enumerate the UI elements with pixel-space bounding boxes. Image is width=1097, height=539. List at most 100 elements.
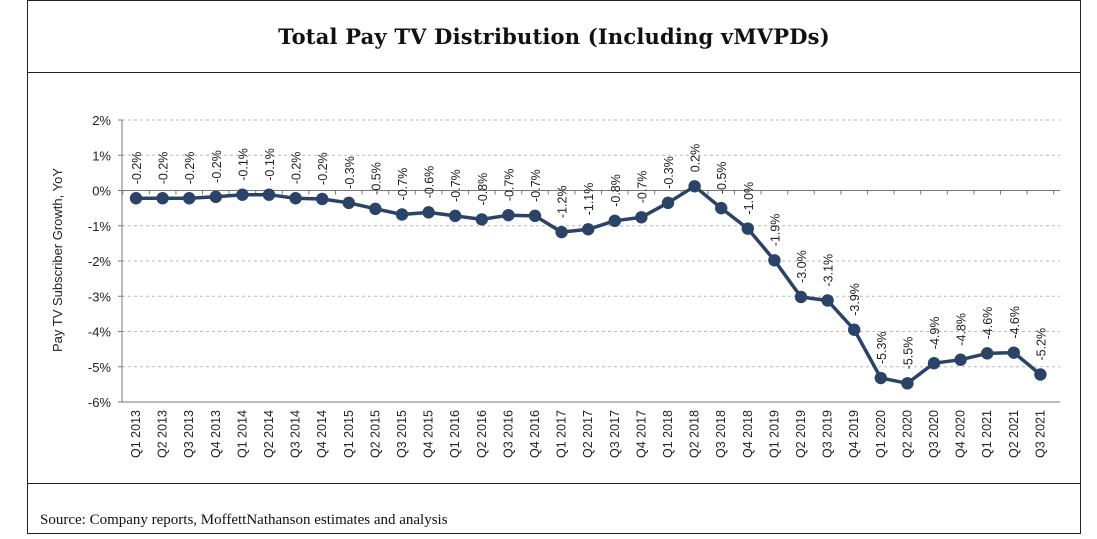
data-point bbox=[794, 290, 808, 304]
x-tick-label: Q3 2021 bbox=[1033, 410, 1047, 458]
data-point bbox=[156, 192, 169, 205]
data-point bbox=[183, 192, 196, 205]
data-label: -0.7% bbox=[529, 169, 543, 202]
data-label: -3.0% bbox=[795, 250, 809, 283]
data-label: -4.8% bbox=[955, 313, 969, 346]
y-tick-label: 0% bbox=[92, 184, 111, 199]
data-label: -4.6% bbox=[981, 307, 995, 340]
data-point bbox=[848, 323, 861, 336]
x-tick-label: Q2 2021 bbox=[1007, 410, 1021, 458]
data-point bbox=[741, 222, 754, 235]
y-tick-labels: 2% 1% 0% -1% -2% -3% -4% -5% -6% bbox=[88, 113, 112, 410]
data-labels: -0.2% -0.2% -0.2% -0.2% -0.1% -0.1% -0.2% -0.2%… bbox=[130, 144, 1048, 370]
x-tick-label: Q2 2015 bbox=[368, 410, 382, 458]
x-tick-label: Q2 2017 bbox=[581, 410, 595, 458]
data-label: -1.2% bbox=[556, 185, 570, 218]
data-label: -5.3% bbox=[875, 331, 889, 364]
x-tick-label: Q1 2015 bbox=[342, 410, 356, 458]
data-point bbox=[608, 214, 621, 228]
data-label: -0.2% bbox=[316, 152, 330, 185]
data-label: -0.7% bbox=[396, 168, 410, 201]
data-label: -5.5% bbox=[901, 337, 915, 370]
data-label: -0.2% bbox=[157, 152, 171, 185]
x-tick-label: Q4 2020 bbox=[954, 410, 968, 458]
data-point bbox=[582, 223, 595, 236]
y-tick-label: -6% bbox=[88, 395, 112, 410]
data-label: -0.7% bbox=[635, 171, 649, 204]
x-tick-label: Q4 2014 bbox=[315, 410, 329, 458]
data-point bbox=[768, 254, 781, 267]
data-label: -3.1% bbox=[822, 254, 836, 287]
chart-title: Total Pay TV Distribution (Including vMV… bbox=[278, 24, 830, 49]
x-tick-label: Q3 2016 bbox=[501, 410, 515, 458]
data-point bbox=[1034, 368, 1047, 381]
data-point bbox=[927, 357, 941, 370]
data-label: -0.1% bbox=[263, 148, 277, 181]
data-point bbox=[475, 213, 488, 226]
data-point bbox=[635, 211, 648, 224]
title-row: Total Pay TV Distribution (Including vMV… bbox=[28, 0, 1080, 73]
data-label: 0.2% bbox=[689, 144, 703, 173]
x-tick-label: Q3 2018 bbox=[714, 410, 728, 458]
data-point bbox=[342, 196, 355, 210]
x-tick-labels: Q1 2013 Q2 2013 Q3 2013 Q4 2013 Q1 2014 Q2 20… bbox=[129, 410, 1047, 458]
data-label: -0.8% bbox=[609, 174, 623, 207]
data-label: -1.0% bbox=[742, 182, 756, 215]
data-label: -4.6% bbox=[1008, 306, 1022, 339]
data-label: -0.7% bbox=[449, 169, 463, 202]
data-label: -0.3% bbox=[343, 156, 357, 189]
x-tick-label: Q3 2019 bbox=[821, 410, 835, 458]
x-tick-label: Q2 2014 bbox=[262, 410, 276, 458]
data-point bbox=[422, 206, 435, 219]
y-tick-label: -1% bbox=[88, 219, 112, 234]
y-tick-label: -5% bbox=[88, 360, 112, 375]
data-label: -5.2% bbox=[1034, 328, 1048, 361]
data-point bbox=[528, 209, 542, 223]
data-point bbox=[209, 190, 222, 204]
data-point bbox=[661, 196, 675, 210]
data-points bbox=[129, 180, 1047, 390]
x-tick-label: Q3 2014 bbox=[289, 410, 303, 458]
x-tick-label: Q2 2020 bbox=[900, 410, 914, 458]
data-label: -0.8% bbox=[476, 173, 490, 206]
data-point bbox=[262, 188, 276, 201]
x-tick-label: Q1 2019 bbox=[767, 410, 781, 458]
chart-frame: Total Pay TV Distribution (Including vMV… bbox=[27, 0, 1081, 534]
data-point bbox=[369, 202, 382, 216]
x-tick-label: Q4 2013 bbox=[209, 410, 223, 458]
x-tick-label: Q1 2020 bbox=[874, 410, 888, 458]
data-label: -0.2% bbox=[183, 152, 197, 185]
x-tick-label: Q4 2019 bbox=[847, 410, 861, 458]
y-tick-label: 2% bbox=[92, 113, 111, 128]
x-tick-label: Q1 2018 bbox=[661, 410, 675, 458]
data-label: -0.6% bbox=[423, 166, 437, 199]
x-tick-label: Q3 2015 bbox=[395, 410, 409, 458]
source-row: Source: Company reports, MoffettNathanso… bbox=[28, 483, 1080, 534]
data-label: -0.2% bbox=[290, 152, 304, 185]
x-tick-label: Q4 2018 bbox=[741, 410, 755, 458]
y-tick-label: -2% bbox=[88, 254, 112, 269]
data-point bbox=[395, 208, 409, 221]
x-tick-label: Q1 2013 bbox=[129, 410, 143, 458]
data-label: -0.2% bbox=[210, 150, 224, 183]
x-tick-label: Q2 2013 bbox=[156, 410, 170, 458]
data-point bbox=[901, 377, 914, 390]
data-label: -0.5% bbox=[369, 162, 383, 195]
x-tick-label: Q3 2013 bbox=[182, 410, 196, 458]
x-tick-label: Q1 2016 bbox=[448, 410, 462, 458]
x-tick-label: Q3 2017 bbox=[608, 410, 622, 458]
data-point bbox=[502, 208, 515, 222]
x-tick-label: Q1 2017 bbox=[555, 410, 569, 458]
source-note: Source: Company reports, MoffettNathanso… bbox=[40, 512, 448, 528]
data-point bbox=[449, 209, 462, 223]
x-tick-label: Q4 2015 bbox=[422, 410, 436, 458]
data-label: -1.9% bbox=[768, 214, 782, 247]
y-tick-label: 1% bbox=[92, 148, 111, 163]
x-tick-label: Q2 2018 bbox=[688, 410, 702, 458]
x-tick-label: Q2 2016 bbox=[475, 410, 489, 458]
data-label: -0.1% bbox=[236, 148, 250, 181]
data-point bbox=[1007, 346, 1020, 359]
data-point bbox=[874, 371, 887, 385]
data-point bbox=[715, 201, 728, 215]
